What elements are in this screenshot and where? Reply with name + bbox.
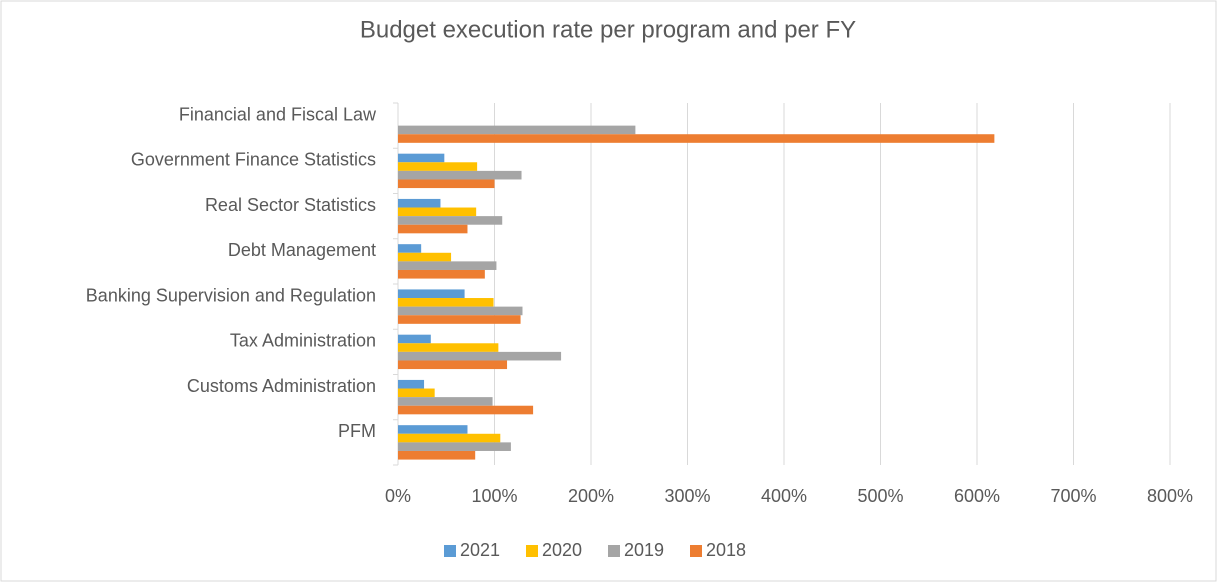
- y-tick-label: Banking Supervision and Regulation: [86, 285, 376, 305]
- bar: [398, 388, 435, 398]
- bar: [398, 125, 636, 135]
- bar: [398, 252, 452, 262]
- y-tick-label: Customs Administration: [187, 376, 376, 396]
- bar: [398, 315, 521, 324]
- y-tick-label: Financial and Fiscal Law: [179, 104, 377, 124]
- x-tick-label: 700%: [1050, 486, 1096, 506]
- x-tick-label: 500%: [857, 486, 903, 506]
- legend-swatch: [690, 545, 702, 557]
- legend-swatch: [444, 545, 456, 557]
- legend-label: 2018: [706, 540, 746, 560]
- bar: [398, 442, 511, 451]
- bar: [398, 360, 508, 370]
- bar: [398, 216, 503, 225]
- legend-label: 2020: [542, 540, 582, 560]
- bar: [398, 261, 497, 270]
- bar: [398, 134, 995, 143]
- y-tick-label: Government Finance Statistics: [131, 150, 376, 170]
- x-tick-label: 800%: [1147, 486, 1193, 506]
- x-tick-label: 300%: [664, 486, 710, 506]
- bar: [398, 179, 495, 189]
- bar: [398, 306, 523, 316]
- bar: [398, 298, 494, 307]
- bar: [398, 269, 485, 279]
- bar: [398, 170, 522, 180]
- x-tick-label: 400%: [761, 486, 807, 506]
- legend-swatch: [526, 545, 538, 557]
- y-tick-label: PFM: [338, 421, 376, 441]
- y-tick-label: Tax Administration: [230, 331, 376, 351]
- x-tick-label: 100%: [471, 486, 517, 506]
- bar: [398, 162, 478, 171]
- bar: [398, 397, 493, 406]
- legend-swatch: [608, 545, 620, 557]
- legend-label: 2021: [460, 540, 500, 560]
- bar: [398, 351, 562, 361]
- bar: [398, 343, 499, 352]
- bar: [398, 244, 422, 253]
- bar: [398, 153, 445, 163]
- legend-label: 2019: [624, 540, 664, 560]
- bar: [398, 425, 468, 434]
- x-tick-label: 600%: [954, 486, 1000, 506]
- bar: [398, 224, 468, 234]
- bar: [398, 450, 476, 460]
- bar: [398, 289, 465, 299]
- chart-title: Budget execution rate per program and pe…: [360, 16, 856, 43]
- x-tick-label: 200%: [568, 486, 614, 506]
- bar: [398, 405, 534, 415]
- bar: [398, 207, 477, 217]
- x-tick-label: 0%: [385, 486, 411, 506]
- y-tick-label: Debt Management: [228, 240, 376, 260]
- bar: [398, 433, 501, 443]
- y-tick-label: Real Sector Statistics: [205, 195, 376, 215]
- bar: [398, 198, 441, 208]
- bar: [398, 379, 425, 389]
- bar: [398, 334, 431, 344]
